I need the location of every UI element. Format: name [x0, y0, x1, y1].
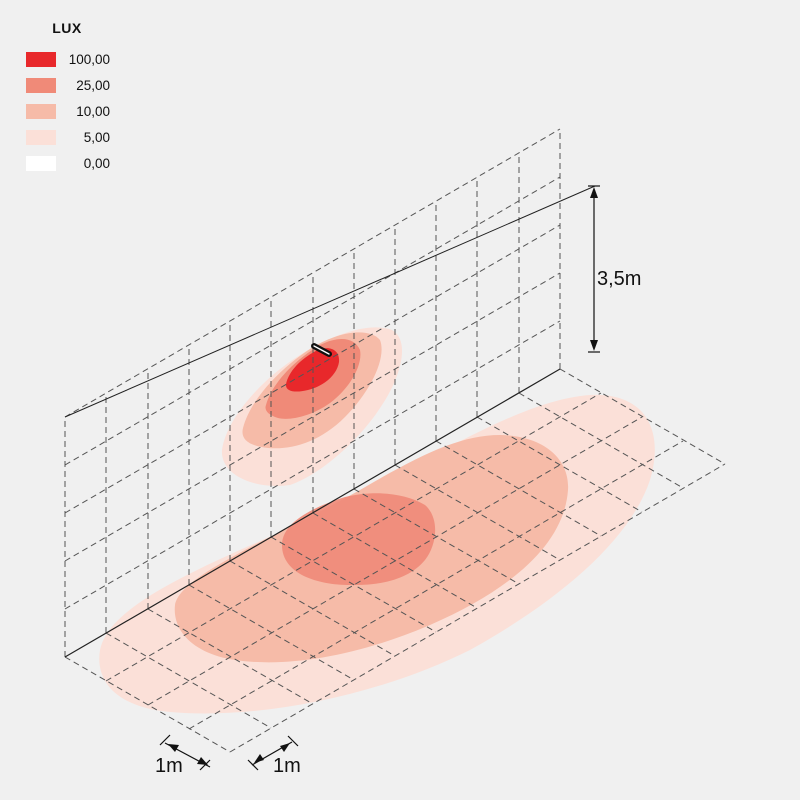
legend-swatch-25 [26, 77, 56, 93]
wall-top-edge [64, 185, 596, 418]
wall-floor-edge [64, 368, 561, 658]
luminaire-icon [311, 343, 332, 357]
unit-dimension-1 [159, 734, 211, 771]
legend-title: LUX [52, 20, 82, 36]
legend-item-0: 0,00 [26, 150, 136, 176]
legend-value-0: 0,00 [83, 155, 110, 171]
legend-swatch-100 [26, 51, 56, 67]
lux-legend: LUX 100,00 25,00 10,00 5,00 0,00 [26, 20, 136, 176]
legend-value-10: 10,00 [76, 103, 110, 119]
legend-value-100: 100,00 [68, 51, 110, 67]
height-dimension [588, 185, 600, 353]
floor-light-distribution [99, 394, 655, 714]
unit-label-2: 1m [273, 755, 301, 777]
floor-grid [64, 368, 726, 753]
legend-swatch-0 [26, 155, 56, 171]
unit-dimension-2 [247, 735, 299, 771]
legend-item-25: 25,00 [26, 72, 136, 98]
legend-item-100: 100,00 [26, 46, 136, 72]
wall-grid [64, 128, 561, 657]
unit-label-1: 1m [155, 755, 183, 777]
legend-swatch-5 [26, 129, 56, 145]
legend-item-5: 5,00 [26, 124, 136, 150]
legend-value-25: 25,00 [76, 77, 110, 93]
wall-light-distribution [221, 327, 403, 486]
height-label: 3,5m [597, 268, 641, 290]
legend-swatch-10 [26, 103, 56, 119]
legend-item-10: 10,00 [26, 98, 136, 124]
legend-value-5: 5,00 [83, 129, 110, 145]
